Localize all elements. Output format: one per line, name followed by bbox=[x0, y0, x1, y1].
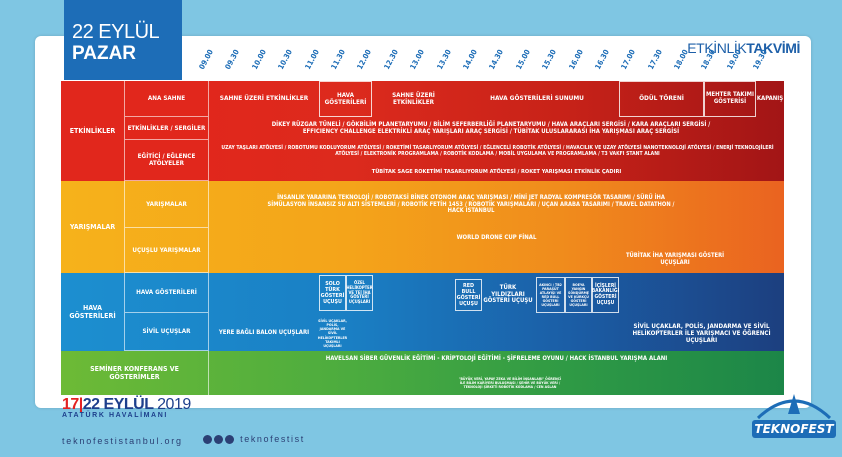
row-ucuslu-yarismalar: UÇUŞLU YARIŞMALAR bbox=[125, 228, 209, 273]
social-links: teknofestist bbox=[203, 434, 305, 445]
instagram-icon[interactable] bbox=[214, 435, 223, 445]
seminer-label: SEMİNER KONFERANS VE GÖSTERİMLER bbox=[90, 365, 179, 381]
row-sivil-ucuslar: SİVİL UÇUŞLAR bbox=[125, 313, 209, 351]
event-hava-6: BOEYA YANGIN SÖNDÜRME VE KÜRKÇÜ GÖSTERİ … bbox=[565, 277, 592, 313]
footer-d1: 17 bbox=[62, 396, 79, 413]
footer-sep: | bbox=[78, 396, 83, 413]
title-bold: TAKVİMİ bbox=[746, 40, 800, 56]
section-etkinlikler: ETKİNLİKLER ANA SAHNE ETKİNLİKLER / SERG… bbox=[61, 81, 784, 181]
row-hava-gosterileri: HAVA GÖSTERİLERİ bbox=[125, 273, 209, 313]
row-yarismalar: YARIŞMALAR bbox=[125, 181, 209, 228]
event-hava-4: TÜRK YILDIZLARI GÖSTERİ UÇUŞU bbox=[483, 283, 533, 305]
title-light: ETKİNLİK bbox=[687, 40, 747, 56]
twitter-icon[interactable] bbox=[203, 435, 212, 445]
facebook-icon[interactable] bbox=[225, 435, 234, 445]
event-atolye-2: TÜBİTAK SAGE ROKETİMİ TASARLIYORUM ATÖLY… bbox=[371, 168, 622, 175]
footer-year: 2019 bbox=[157, 396, 191, 413]
event-seminer-2: "BÜYÜK VERİ, YAPAY ZEKA VE BİLİM İNSANLA… bbox=[458, 376, 562, 389]
event-hava-1: SOLO TÜRK GÖSTERİ UÇUŞU bbox=[319, 275, 346, 311]
event-ana-5: ÖDÜL TÖRENİ bbox=[619, 81, 704, 117]
schedule-grid: ETKİNLİKLER ANA SAHNE ETKİNLİKLER / SERG… bbox=[61, 81, 784, 395]
footer-d2: 22 bbox=[82, 396, 100, 413]
event-hava-3: RED BULL GÖSTERİ UÇUŞU bbox=[455, 279, 482, 311]
row-ana-sahne: ANA SAHNE bbox=[125, 81, 209, 117]
footer-place: ATATÜRK HAVALİMANI bbox=[62, 412, 168, 419]
event-sergi: DİKEY RÜZGAR TÜNELİ / GÖKBİLİM PLANETARY… bbox=[271, 121, 711, 135]
event-sivil-3: SİVİL UÇAKLAR, POLİS, JANDARMA VE SİVİL … bbox=[632, 322, 771, 345]
category-hava: HAVA GÖSTERİLERİ bbox=[61, 273, 125, 351]
event-ana-6: MEHTER TAKIMI GÖSTERİSİ bbox=[704, 81, 756, 117]
event-yarisma: İNSANLIK YARARINA TEKNOLOJİ / ROBOTAKSİ … bbox=[267, 195, 675, 215]
footer-month: EYLÜL bbox=[103, 396, 154, 413]
website-link[interactable]: teknofestistanbul.org bbox=[62, 436, 183, 446]
event-ana-1: SAHNE ÜZERİ ETKİNLİKLER bbox=[219, 94, 309, 103]
event-hava-7: İÇİŞLERİ BAKANLIĞI GÖSTERİ UÇUŞU bbox=[592, 277, 619, 313]
event-seminer-1: HAVELSAN SİBER GÜVENLİK EĞİTİMİ - KRİPTO… bbox=[325, 354, 668, 362]
logo-text: TEKNOFEST bbox=[754, 422, 834, 436]
row-atolyeler: EĞİTİCİ / EĞLENCE ATÖLYELER bbox=[125, 140, 209, 181]
page-title: ETKİNLİKTAKVİMİ bbox=[687, 40, 800, 56]
date-weekday: PAZAR bbox=[72, 43, 137, 64]
row-etkinlikler-sergiler: ETKİNLİKLER / SERGİLER bbox=[125, 117, 209, 140]
event-ucuslu-1: WORLD DRONE CUP FİNAL bbox=[456, 233, 537, 241]
category-seminer: SEMİNER KONFERANS VE GÖSTERİMLER bbox=[61, 351, 209, 395]
event-atolye-1: UZAY TAŞLARI ATÖLYESİ / ROBOTUMU KODLUYO… bbox=[221, 145, 774, 157]
event-ucuslu-2: TÜBİTAK İHA YARIŞMASI GÖSTERİ UÇUŞLARI bbox=[625, 253, 725, 266]
teknofest-logo: TEKNOFEST bbox=[752, 394, 836, 438]
section-seminer: SEMİNER KONFERANS VE GÖSTERİMLER bbox=[61, 351, 784, 395]
event-ana-7: KAPANIŞ bbox=[756, 94, 784, 102]
event-hava-5: AKINCI / TB2 PARAŞÜT ATLAYIŞI VE RED BUL… bbox=[536, 277, 565, 313]
social-handle: teknofestist bbox=[240, 434, 305, 444]
category-etkinlikler: ETKİNLİKLER bbox=[61, 81, 125, 181]
event-sivil-1: YERE BAĞLI BALON UÇUŞLARI bbox=[218, 329, 310, 337]
event-sivil-2: SİVİL UÇAKLAR, POLİS, JANDARMA VE SİVİL … bbox=[317, 319, 348, 348]
event-ana-4: HAVA GÖSTERİLERİ SUNUMU bbox=[490, 94, 584, 103]
date-day: 22 EYLÜL bbox=[72, 21, 160, 43]
footer-date: 17|22 EYLÜL 2019 ATATÜRK HAVALİMANI bbox=[62, 396, 191, 419]
category-yarismalar: YARIŞMALAR bbox=[61, 181, 125, 273]
event-hava-2: ÖZEL HELİKOPTER VE TEİ İHA GÖSTERİ UÇUŞL… bbox=[346, 275, 373, 311]
section-hava: HAVA GÖSTERİLERİ HAVA GÖSTERİLERİ SİVİL … bbox=[61, 273, 784, 351]
event-ana-2: HAVA GÖSTERİLERİ bbox=[319, 81, 372, 117]
event-ana-3: SAHNE ÜZERİ ETKİNLİKLER bbox=[392, 91, 435, 106]
date-box: 22 EYLÜL PAZAR bbox=[64, 0, 182, 80]
section-yarismalar: YARIŞMALAR YARIŞMALAR UÇUŞLU YARIŞMALAR bbox=[61, 181, 784, 273]
